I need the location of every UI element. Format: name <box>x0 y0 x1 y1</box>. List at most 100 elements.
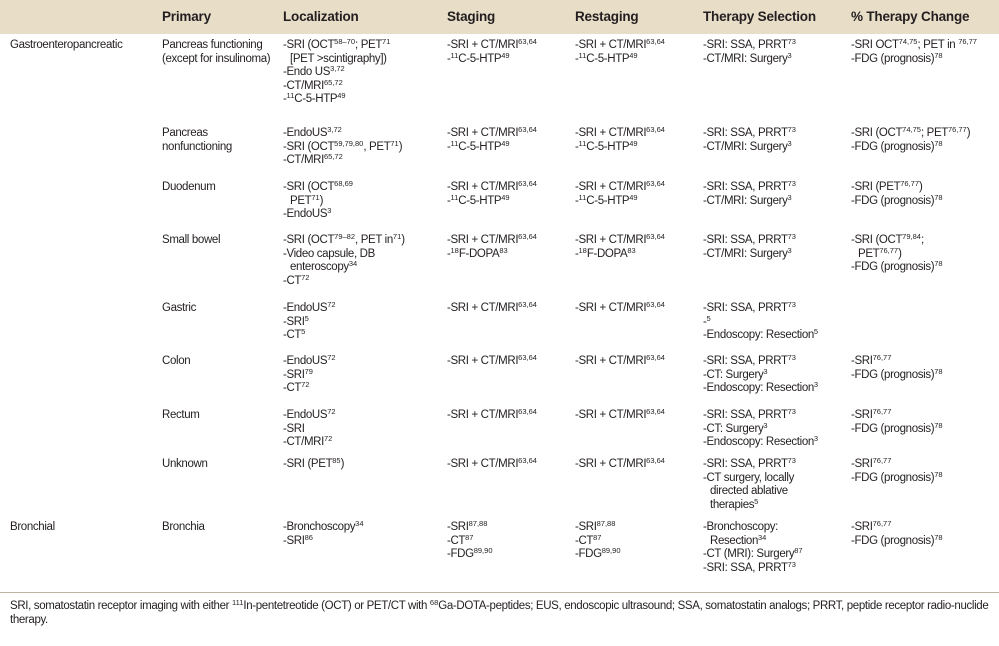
superscript: 72 <box>301 380 310 389</box>
text-run: Resection <box>710 534 758 547</box>
cell-line: -FDG (prognosis)78 <box>851 367 995 383</box>
superscript: 74,75 <box>898 37 918 46</box>
header-cell: Restaging <box>575 0 703 34</box>
text-run: ) <box>966 127 971 139</box>
cell-line: -CT5 <box>283 327 443 343</box>
table-cell: -SRI + CT/MRI63,64 <box>447 404 575 453</box>
superscript: 34 <box>355 519 364 528</box>
table-cell: -Bronchoscopy: Resection34 -CT (MRI): Surg… <box>703 516 851 590</box>
superscript: 78 <box>934 259 943 268</box>
text-run: F-DOPA <box>586 247 628 260</box>
text-run: ) <box>398 140 403 153</box>
superscript: 5 <box>304 313 309 323</box>
text-run: -FDG (prognosis) <box>851 534 935 547</box>
text-run: therapies <box>710 498 755 511</box>
text-run: -SRI (OCT <box>283 181 335 193</box>
table-body: Gastroenteropancreatic Pancreas functioni… <box>0 34 999 590</box>
table-cell: -SRI + CT/MRI63,64 -11C-5-HTP49 <box>447 34 575 122</box>
cell-line: -SRI OCT74,75; PET in 76,77 <box>851 37 995 53</box>
header-cell: Localization <box>283 0 447 34</box>
superscript: 76,77 <box>947 125 967 134</box>
cell-line: -SRI + CT/MRI63,64 <box>575 233 699 248</box>
text-run: -CT (MRI): Surgery <box>703 548 795 560</box>
table-cell: -SRI + CT/MRI63,64 -11C-5-HTP49 <box>447 122 575 176</box>
cell-line: -CT (MRI): Surgery87 <box>703 547 847 562</box>
primary-cell: Duodenum <box>162 181 216 193</box>
cell-line: -CT87 <box>575 533 699 549</box>
text-run: C-5-HTP <box>586 140 630 153</box>
text-run: C-5-HTP <box>586 194 630 207</box>
cell-line: -11C-5-HTP49 <box>575 139 699 155</box>
superscript: 3 <box>787 245 792 255</box>
cell-line: -CT/MRI: Surgery3 <box>703 245 847 262</box>
text-run: -Bronchoscopy <box>283 521 356 533</box>
table-cell: -SRI87,88 -CT87 -FDG89,90 <box>447 516 575 590</box>
group-cell <box>0 453 162 516</box>
superscript: 73 <box>787 37 796 46</box>
text-run: -SRI + CT/MRI <box>447 181 519 193</box>
text-run: -SRI: SSA, PRRT <box>703 355 788 367</box>
superscript: 5 <box>301 327 306 336</box>
superscript: 63,64 <box>518 125 537 134</box>
text-run: -FDG (prognosis) <box>851 261 935 273</box>
text-run: -CT <box>283 274 302 287</box>
primary-cell: Pancreas functioning (except for insulin… <box>162 39 271 65</box>
text-run: -SRI OCT <box>851 39 899 51</box>
text-run: -SRI (OCT <box>283 140 335 153</box>
text-run: -Endoscopy: Resection <box>703 382 814 394</box>
superscript: 63,64 <box>646 300 665 309</box>
superscript: 68 <box>429 598 439 607</box>
cell-line: -11C-5-HTP49 <box>447 51 571 67</box>
table-cell: -SRI: SSA, PRRT73 -CT/MRI: Surgery3 <box>703 229 851 297</box>
table-row: Gastroenteropancreatic Pancreas functioni… <box>0 34 999 122</box>
superscript: 3,72 <box>327 125 342 134</box>
cell-line: -SRI76,77 <box>851 457 995 472</box>
superscript: 63,64 <box>646 407 665 416</box>
cell-line: -FDG (prognosis)78 <box>851 50 995 67</box>
text-run: - <box>447 194 451 207</box>
table-cell: -SRI + CT/MRI63,64 -11C-5-HTP49 <box>575 122 703 176</box>
cell-line: -CT: Surgery3 <box>703 367 847 383</box>
cell-line: -FDG (prognosis)78 <box>851 139 995 155</box>
text-run: -CT/MRI: Surgery <box>703 140 788 153</box>
text-run: ; PET <box>920 127 948 139</box>
superscript: 71 <box>392 232 402 241</box>
superscript: 5 <box>706 313 711 323</box>
group-cell <box>0 350 162 404</box>
cell-line: -CT surgery, locally <box>703 472 847 486</box>
superscript: 76,77 <box>958 37 977 46</box>
cell-line: -CT72 <box>283 380 443 396</box>
superscript: 83 <box>499 245 508 255</box>
cell-line: -CT/MRI: Surgery3 <box>703 139 847 155</box>
table-row: Duodenum -SRI (OCT68,69 PET71) -EndoUS3 -SRI… <box>0 176 999 229</box>
text-run: C-5-HTP <box>458 140 502 153</box>
text-run: -FDG (prognosis) <box>851 194 935 207</box>
superscript: 89,90 <box>601 546 621 555</box>
table-cell: -SRI (OCT79–82, PET in71) -Video capsule,… <box>283 229 447 297</box>
cell-line: -Bronchoscopy: <box>703 521 847 535</box>
cell-line: -18F-DOPA83 <box>447 245 571 262</box>
table-cell: -EndoUS72 -SRI -CT/MRI72 <box>283 404 447 453</box>
superscript: 3 <box>813 434 819 443</box>
table-cell <box>851 297 999 350</box>
superscript: 65,72 <box>323 77 343 87</box>
cell-line: enteroscopy34 <box>283 260 443 275</box>
cell-line: -EndoUS72 <box>283 301 443 316</box>
superscript: 63,64 <box>518 353 537 362</box>
superscript: 78 <box>934 50 943 60</box>
superscript: 73 <box>787 559 796 569</box>
text-run: -CT: Surgery <box>703 368 764 381</box>
cell-line: -EndoUS72 <box>283 354 443 369</box>
table-cell: -SRI (OCT74,75; PET76,77) -FDG (prognosis… <box>851 122 999 176</box>
superscript: 76,77 <box>879 245 899 255</box>
superscript: 78 <box>934 192 943 202</box>
superscript: 71 <box>311 192 320 202</box>
superscript: 74,75 <box>902 125 921 134</box>
text-run: -SRI: SSA, PRRT <box>703 561 788 574</box>
superscript: 63,64 <box>518 37 537 46</box>
cell-line: -SRI5 <box>283 313 443 330</box>
cell-line: -SRI (OCT59,79,80, PET71) <box>283 139 443 155</box>
cell-line: -FDG (prognosis)78 <box>851 259 995 275</box>
text-run: -SRI <box>283 534 305 547</box>
table-cell: -EndoUS3,72 -SRI (OCT59,79,80, PET71) -CT/… <box>283 122 447 176</box>
